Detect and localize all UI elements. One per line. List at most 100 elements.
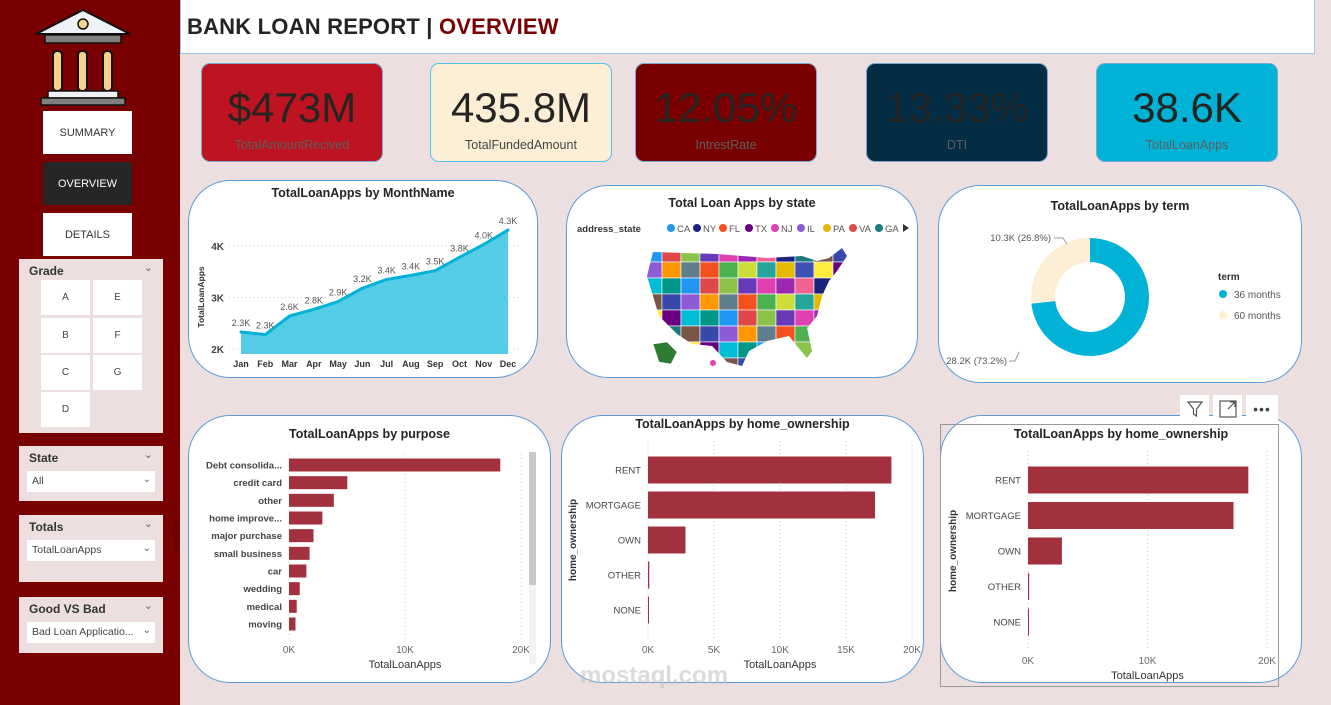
bar [648,526,686,554]
x-tick-label: 10K [1139,656,1157,667]
state-map-chart[interactable]: address_state CA NY FL TX NJ IL PA VA GA Total Lo… [566,185,918,378]
totals-dropdown-value: TotalLoanApps [32,544,102,556]
state-region [737,248,758,263]
kpi-total-amount-received: $473M TotalAmountRecived [201,63,383,162]
home-ownership-bar-chart-focused[interactable]: 0K 10K 20K TotalLoanApps home_ownership RENT M… [940,415,1302,683]
home-ownership-bar-chart[interactable]: 0K 5K 10K 15K 20K TotalLoanApps home_ownership… [561,415,924,683]
state-region [813,357,834,366]
state-slicer-title: State [29,451,59,465]
monthly-area-chart[interactable]: 2K 3K 4K TotalLoanApps 2.3K Jan 2.3K Feb 2.6K Mar… [188,180,538,378]
y-tick-label: Debt consolida... [206,461,282,472]
state-region [699,293,720,311]
totals-dropdown[interactable]: TotalLoanApps ⌄ [27,540,155,561]
data-label: 2.6K [280,302,299,312]
bank-logo-icon [35,8,131,106]
state-region [647,293,663,311]
state-region [647,248,663,263]
state-region [756,309,777,327]
kpi-dti: 13.33% DTI [866,63,1048,162]
state-region [718,309,739,327]
y-tick-label: NONE [614,606,641,617]
chevron-down-icon[interactable]: ⌄ [143,262,153,274]
data-point [457,255,461,259]
legend-marker [667,224,675,232]
bar [289,458,501,472]
summary-button[interactable]: SUMMARY [43,111,132,154]
state-region [699,248,720,263]
y-tick-label: OWN [618,536,641,547]
state-region [832,325,847,343]
data-point [312,307,316,311]
totals-slicer: Totals ⌄ TotalLoanApps ⌄ [19,515,163,582]
state-region [647,277,663,295]
chevron-down-icon[interactable]: ⌄ [143,518,153,530]
bar [1028,502,1234,529]
x-tick-label: Oct [452,359,467,369]
bar [1028,608,1029,636]
legend-marker [823,224,831,232]
data-point [433,269,437,273]
state-region [832,293,847,311]
state-region [756,341,777,359]
chevron-down-icon[interactable]: ⌄ [143,600,153,612]
y-tick-label: credit card [233,478,282,489]
state-dropdown[interactable]: All ⌄ [27,471,155,492]
filter-icon[interactable] [1180,395,1209,422]
state-region [647,309,663,327]
data-label: 3.5K [426,257,445,267]
grade-tile-a[interactable]: A [41,280,90,315]
chevron-down-icon: ⌄ [142,625,151,636]
grade-tile-b[interactable]: B [41,318,90,353]
good-vs-bad-dropdown[interactable]: Bad Loan Applicatio... ⌄ [27,622,155,643]
grade-tile-d[interactable]: D [41,392,90,427]
state-slicer: State ⌄ All ⌄ [19,446,163,501]
y-tick-label: OTHER [988,582,1021,593]
state-region [813,293,834,311]
state-region [813,325,834,343]
grade-slicer-title: Grade [29,264,64,278]
overview-button[interactable]: OVERVIEW [43,162,132,205]
legend-label: NJ [781,224,793,235]
state-region [756,261,777,279]
bar [1028,573,1030,600]
scrollbar-thumb[interactable] [529,452,536,585]
state-region [737,357,758,366]
state-region [794,309,815,327]
state-region [647,261,663,279]
grade-tile-f[interactable]: F [93,318,142,353]
more-options-icon[interactable]: ••• [1246,395,1278,422]
data-point [409,273,413,277]
legend-label: VA [859,224,872,235]
purpose-side-label: purpose [172,520,182,553]
legend-label: PA [833,224,846,235]
state-region [832,261,847,279]
bar [1028,537,1062,565]
state-region [756,277,777,295]
x-tick-label: 20K [1258,656,1276,667]
x-tick-label: Jun [354,359,370,369]
purpose-bar-chart[interactable]: 0K 10K 20K TotalLoanApps Debt consolida... cr… [188,415,551,683]
term-donut-chart[interactable]: 28.2K (73.2%) 10.3K (26.8%) term 36 months 6… [938,185,1302,383]
state-dropdown-value: All [32,475,44,487]
grade-tile-c[interactable]: C [41,355,90,390]
state-region [775,309,796,327]
y-tick-label: small business [214,549,282,560]
grade-tile-e[interactable]: E [93,280,142,315]
state-region [794,341,815,359]
legend-marker [797,224,805,232]
details-button[interactable]: DETAILS [43,213,132,256]
focus-mode-icon[interactable] [1213,395,1242,422]
data-point [263,333,267,337]
state-region [737,261,758,279]
state-region [813,277,834,295]
bar [289,511,323,525]
legend-label: GA [885,224,899,235]
chart-title: TotalLoanApps by term [1050,199,1190,213]
legend-marker [719,224,727,232]
chevron-down-icon[interactable]: ⌄ [143,449,153,461]
state-region [756,325,777,343]
x-tick-label: 0K [283,645,296,656]
grade-tile-g[interactable]: G [93,355,142,390]
kpi-total-loan-apps: 38.6K TotalLoanApps [1096,63,1278,162]
y-axis-title: TotalLoanApps [196,266,206,327]
